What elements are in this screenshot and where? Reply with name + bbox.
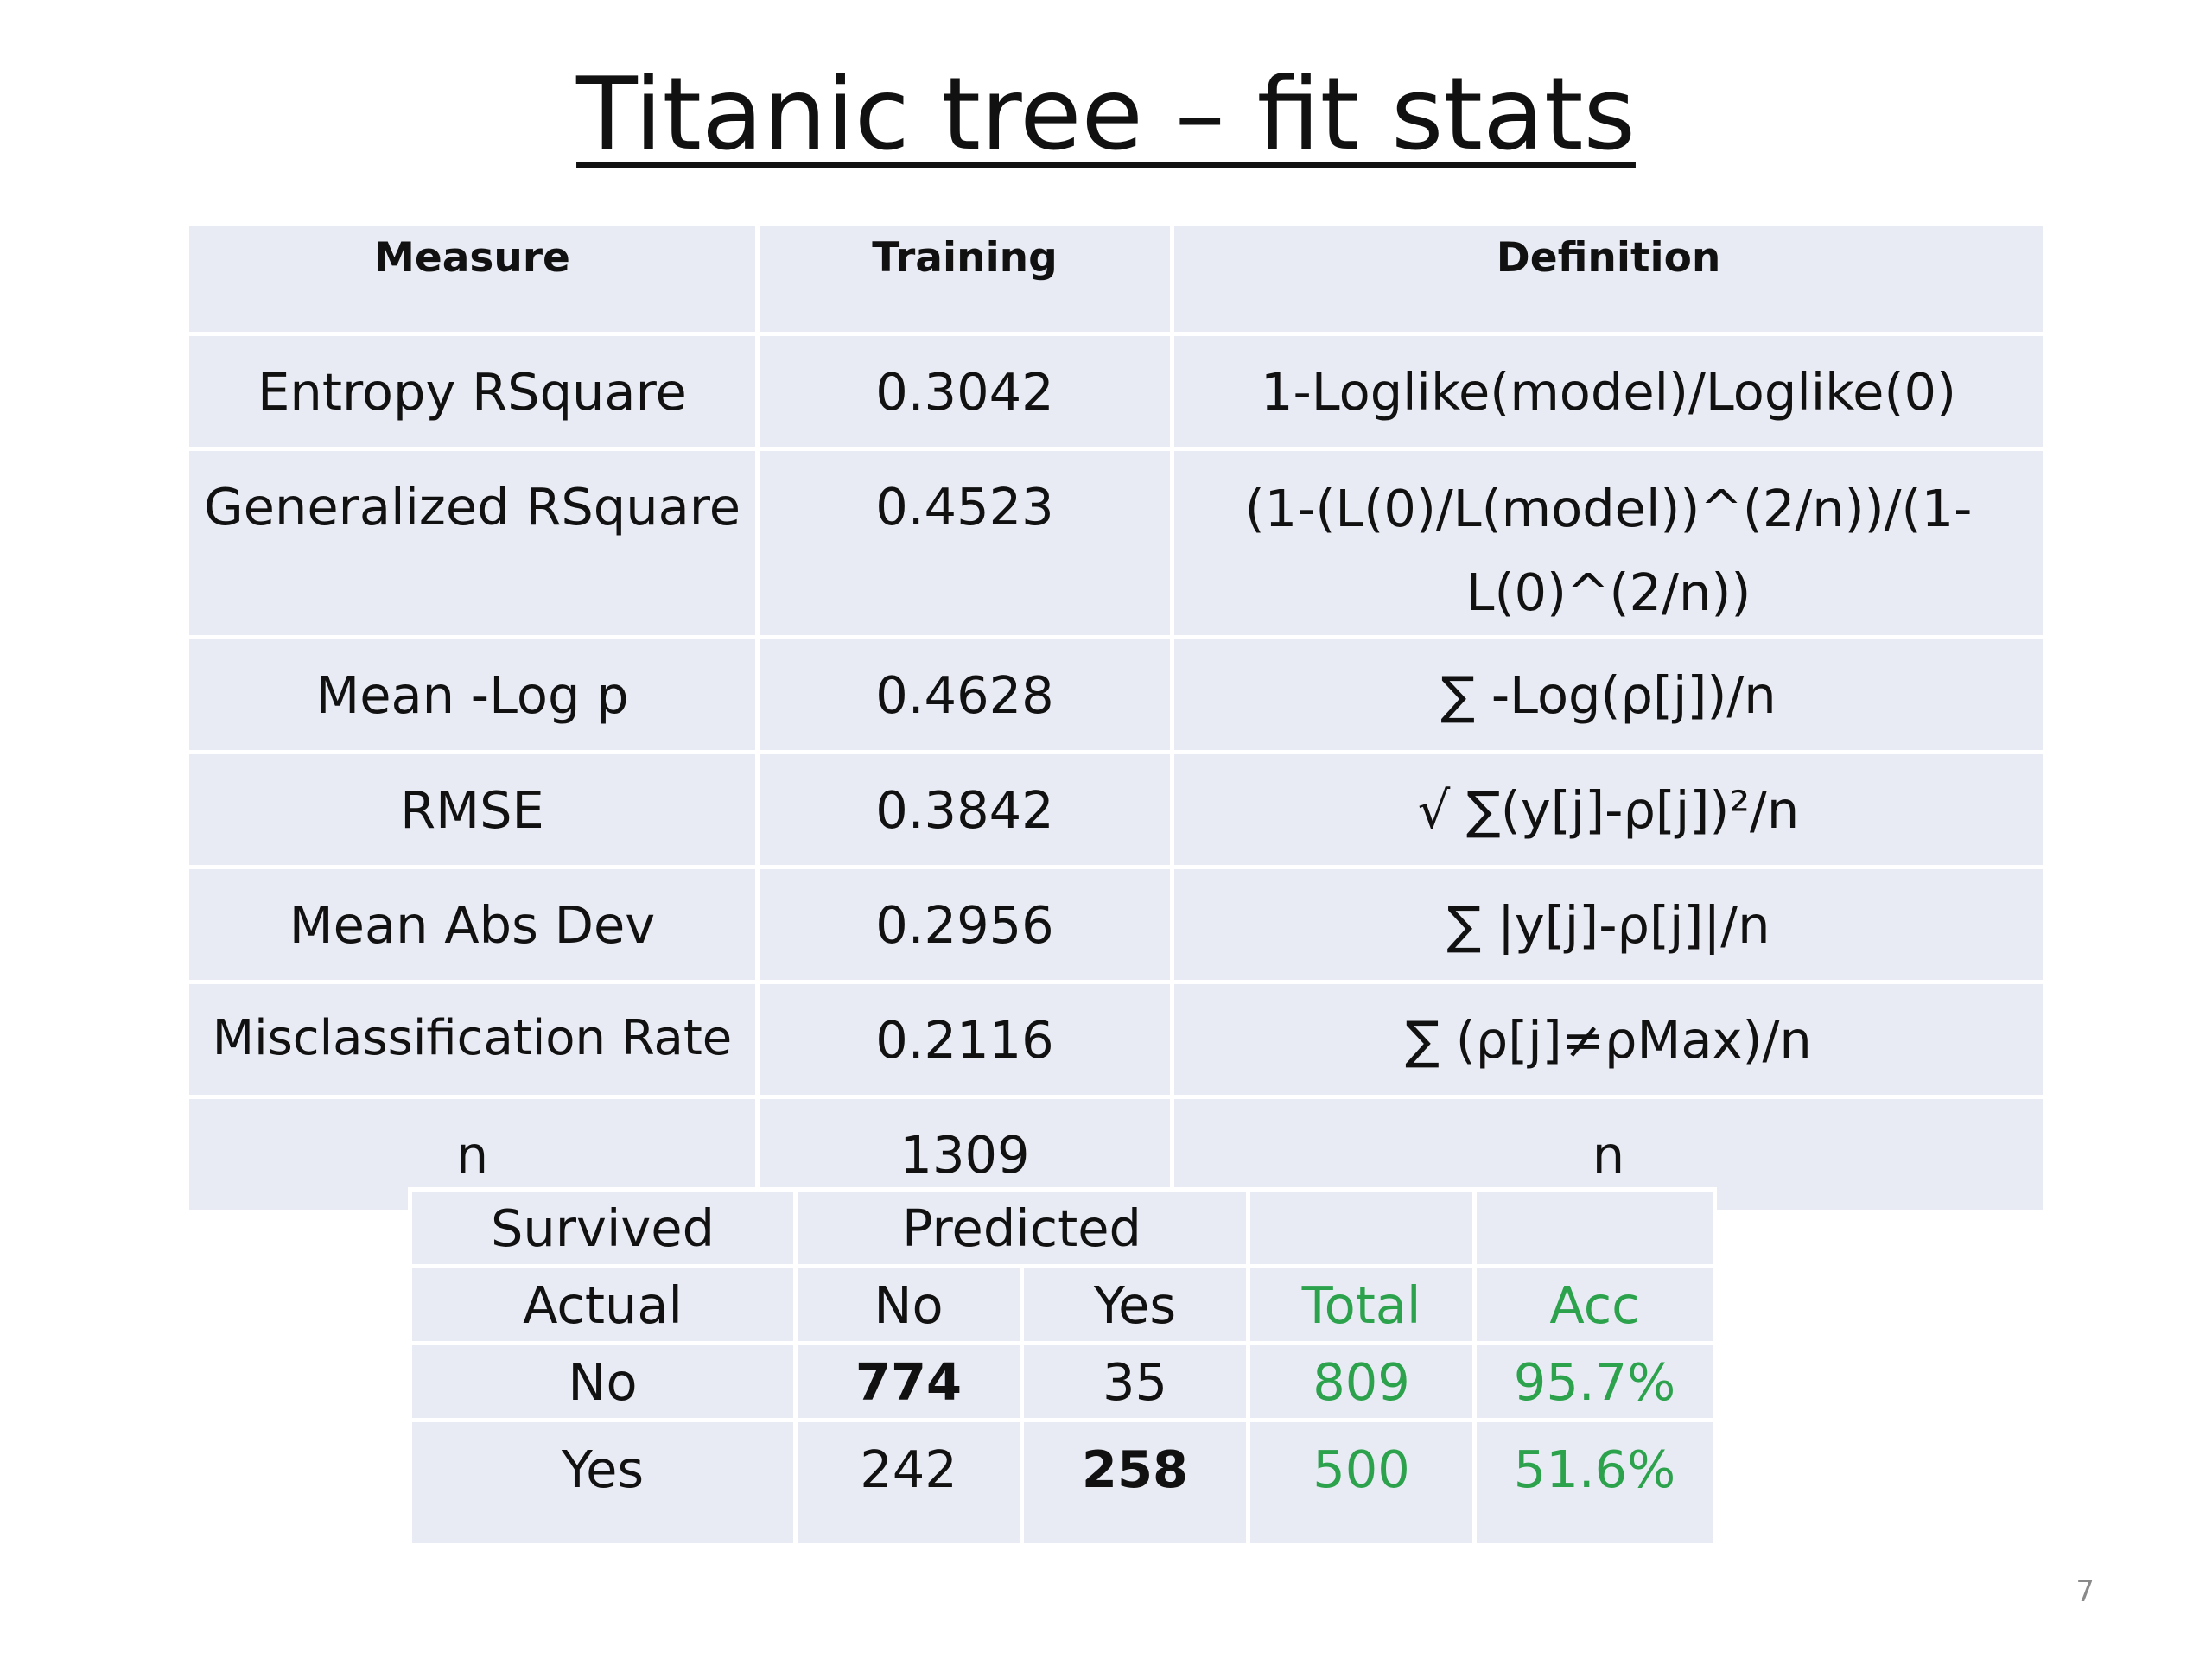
actual-label: Actual [408, 1264, 798, 1345]
table-row: Mean Abs Dev 0.2956 ∑ |y[j]-ρ[j]|/n [185, 864, 2047, 984]
fit-stats-header-row: Measure Training Definition [185, 221, 2047, 336]
definition-cell: 1-Loglike(model)/Loglike(0) [1170, 332, 2047, 451]
row-accuracy: 51.6% [1472, 1418, 1717, 1548]
empty-cell [1472, 1187, 1717, 1268]
row-total: 500 [1246, 1418, 1477, 1548]
predicted-no-header: No [793, 1264, 1024, 1345]
confusion-subheader-row: Actual No Yes Total Acc [408, 1264, 1717, 1345]
training-cell: 0.4523 [755, 447, 1174, 639]
row-total: 809 [1246, 1341, 1477, 1422]
definition-cell: ∑ -Log(ρ[j])/n [1170, 634, 2047, 754]
acc-header: Acc [1472, 1264, 1717, 1345]
predicted-yes-count: 35 [1020, 1341, 1250, 1422]
definition-cell: (1-(L(0)/L(model))^(2/n))/(1-L(0)^(2/n)) [1170, 447, 2047, 639]
header-training: Training [755, 221, 1174, 336]
fit-stats-table: Measure Training Definition Entropy RSqu… [185, 221, 2047, 1214]
measure-cell: Mean -Log p [185, 634, 760, 754]
training-cell: 0.2956 [755, 864, 1174, 984]
training-cell: 0.3842 [755, 749, 1174, 869]
actual-value: Yes [408, 1418, 798, 1548]
page-number: 7 [2075, 1574, 2094, 1609]
table-row: Misclassification Rate 0.2116 ∑ (ρ[j]≠ρM… [185, 979, 2047, 1099]
header-measure: Measure [185, 221, 760, 336]
confusion-header-row: Survived Predicted [408, 1187, 1717, 1268]
predicted-yes-header: Yes [1020, 1264, 1250, 1345]
slide-title: Titanic tree – fit stats [0, 57, 2212, 172]
definition-cell: ∑ |y[j]-ρ[j]|/n [1170, 864, 2047, 984]
measure-cell: Misclassification Rate [185, 979, 760, 1099]
measure-cell: Entropy RSquare [185, 332, 760, 451]
table-row: Entropy RSquare 0.3042 1-Loglike(model)/… [185, 332, 2047, 451]
predicted-no-count: 774 [793, 1341, 1024, 1422]
measure-cell: Generalized RSquare [185, 447, 760, 639]
total-header: Total [1246, 1264, 1477, 1345]
predicted-no-count: 242 [793, 1418, 1024, 1548]
slide-title-text: Titanic tree – fit stats [576, 56, 1636, 173]
training-cell: 0.3042 [755, 332, 1174, 451]
table-row: No 774 35 809 95.7% [408, 1341, 1717, 1422]
table-row: Mean -Log p 0.4628 ∑ -Log(ρ[j])/n [185, 634, 2047, 754]
measure-cell: Mean Abs Dev [185, 864, 760, 984]
actual-value: No [408, 1341, 798, 1422]
definition-cell: ∑ (ρ[j]≠ρMax)/n [1170, 979, 2047, 1099]
table-row: Generalized RSquare 0.4523 (1-(L(0)/L(mo… [185, 447, 2047, 639]
training-cell: 0.2116 [755, 979, 1174, 1099]
measure-cell: RMSE [185, 749, 760, 869]
survived-label: Survived [408, 1187, 798, 1268]
predicted-yes-count: 258 [1020, 1418, 1250, 1548]
row-accuracy: 95.7% [1472, 1341, 1717, 1422]
table-row: RMSE 0.3842 √ ∑(y[j]-ρ[j])²/n [185, 749, 2047, 869]
predicted-label: Predicted [793, 1187, 1250, 1268]
training-cell: 0.4628 [755, 634, 1174, 754]
confusion-matrix-table: Survived Predicted Actual No Yes Total A… [408, 1187, 1717, 1548]
definition-cell: √ ∑(y[j]-ρ[j])²/n [1170, 749, 2047, 869]
empty-cell [1246, 1187, 1477, 1268]
header-definition: Definition [1170, 221, 2047, 336]
table-row: Yes 242 258 500 51.6% [408, 1418, 1717, 1548]
